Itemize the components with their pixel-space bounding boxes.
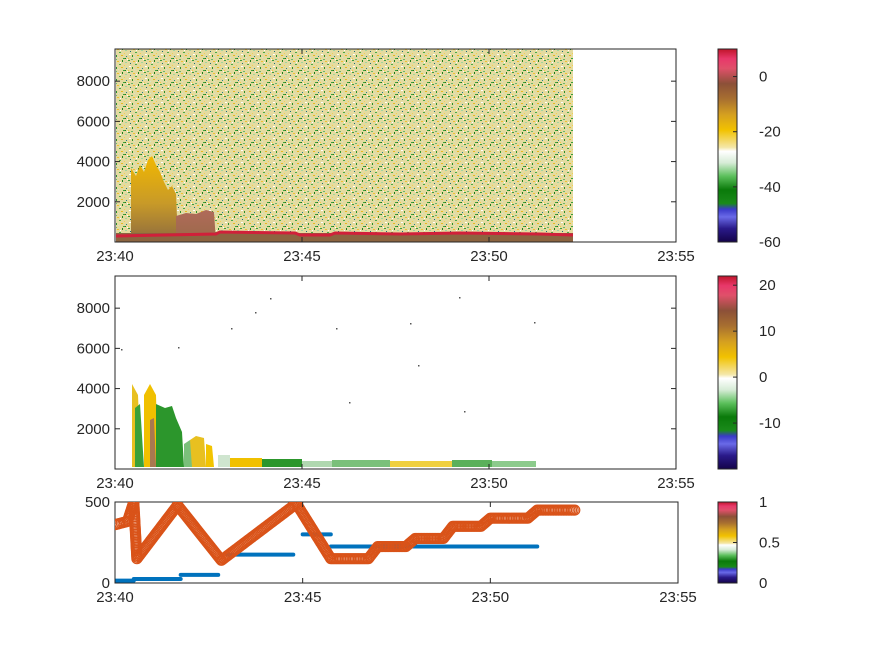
- x-tick-label: 23:40: [96, 248, 134, 265]
- x-tick-label: 23:45: [283, 475, 321, 492]
- bottom-axis-ticks: 23:40 23:45 23:50 23:55 0 500: [85, 494, 697, 606]
- mid-plume-green-1: [135, 404, 144, 467]
- mid-plume-green-2: [156, 404, 184, 467]
- colorbar-tick-label: 10: [759, 323, 776, 340]
- top-tall-plume: [131, 156, 178, 242]
- mid-scattered-specks: [121, 297, 536, 413]
- colorbar-tick-label: -20: [759, 124, 781, 141]
- x-tick-label: 23:50: [470, 475, 508, 492]
- mid-plume-yellow-4: [206, 444, 214, 467]
- x-tick-label: 23:55: [657, 248, 695, 265]
- colorbar-tick-label: 0.5: [759, 535, 780, 552]
- colorbar-tick-label: 0: [759, 369, 767, 386]
- y-tick-label: 500: [85, 494, 110, 511]
- mid-low-band-5: [332, 460, 390, 467]
- orange-marker: [569, 504, 581, 516]
- mid-plume-yellow-3: [190, 436, 206, 467]
- top-surface-band: [116, 233, 573, 242]
- x-tick-label: 23:40: [96, 589, 134, 606]
- y-tick-label: 6000: [77, 113, 110, 130]
- y-tick-label: 4000: [77, 154, 110, 171]
- y-tick-label: 8000: [77, 300, 110, 317]
- colorbar-tick-label: 1: [759, 494, 767, 511]
- mid-low-band-3: [262, 459, 302, 467]
- mid-low-band-8: [492, 461, 536, 467]
- y-tick-label: 2000: [77, 194, 110, 211]
- middle-axes-box: [114, 275, 677, 470]
- y-tick-label: 2000: [77, 421, 110, 438]
- mid-low-band-6: [390, 461, 452, 467]
- colorbar-tick-label: -10: [759, 415, 781, 432]
- x-tick-label: 23:45: [284, 589, 322, 606]
- mid-plume-brown: [150, 418, 156, 467]
- mid-low-band-2: [230, 458, 262, 467]
- y-tick-label: 0: [102, 575, 110, 592]
- middle-panel: 23:40 23:45 23:50 23:55 2000 4000 6000 8000: [77, 275, 695, 492]
- x-tick-label: 23:55: [657, 475, 695, 492]
- y-tick-label: 8000: [77, 73, 110, 90]
- bottom-axes-box: [114, 501, 679, 584]
- top-noise-field: [116, 49, 573, 242]
- colorbar-tick-label: 0: [759, 69, 767, 86]
- top-panel: 23:40 23:45 23:50 23:55 2000 4000 6000 8000: [77, 48, 695, 265]
- colorbar-middle: [717, 275, 738, 470]
- x-tick-label: 23:45: [283, 248, 321, 265]
- colorbar-tick-label: -60: [759, 234, 781, 251]
- mid-low-band-7: [452, 460, 492, 467]
- bottom-panel: 23:40 23:45 23:50 23:55 0 500: [85, 494, 697, 606]
- colorbar-tick-label: 0: [759, 575, 767, 592]
- y-tick-label: 6000: [77, 340, 110, 357]
- colorbar-top: [717, 48, 738, 243]
- top-axes-box: [114, 48, 677, 243]
- mid-low-band-4: [302, 461, 332, 467]
- y-tick-label: 4000: [77, 381, 110, 398]
- top-axis-ticks: 23:40 23:45 23:50 23:55 2000 4000 6000 8000: [77, 49, 695, 265]
- colorbar-tick-label: 20: [759, 277, 776, 294]
- colorbars: 0 -20 -40 -60 20 10 0 -10 1 0.5 0: [717, 48, 781, 592]
- x-tick-label: 23:40: [96, 475, 134, 492]
- mid-plume-green-3: [184, 440, 192, 467]
- x-tick-label: 23:50: [472, 589, 510, 606]
- top-surface-band-edge: [115, 230, 574, 238]
- x-tick-label: 23:55: [659, 589, 697, 606]
- colorbar-tick-label: -40: [759, 179, 781, 196]
- mid-low-band-1: [218, 455, 230, 467]
- x-tick-label: 23:50: [470, 248, 508, 265]
- bottom-series-orange: [115, 502, 581, 566]
- middle-axis-ticks: 23:40 23:45 23:50 23:55 2000 4000 6000 8000: [77, 276, 695, 492]
